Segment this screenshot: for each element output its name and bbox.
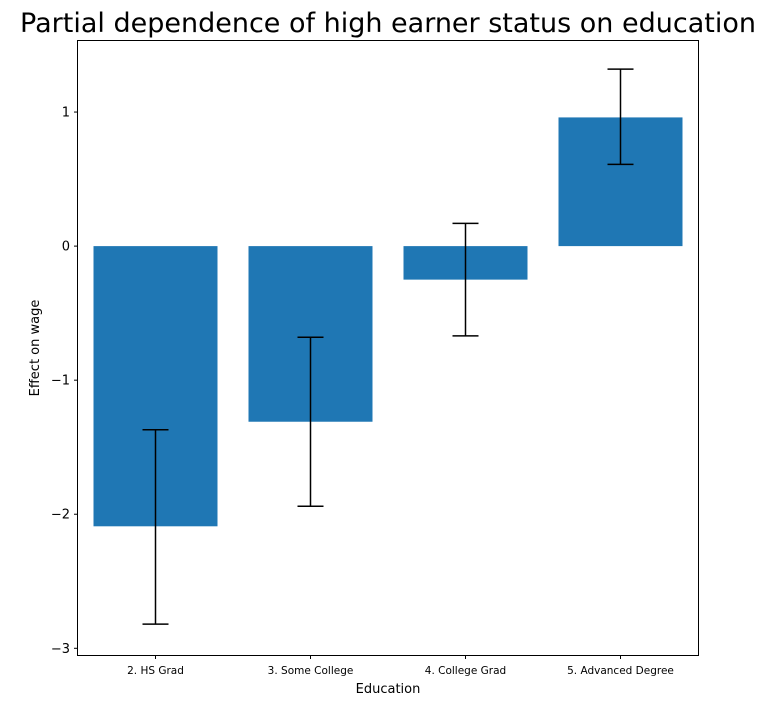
- y-tick-label-3: 0: [62, 240, 70, 255]
- y-tick-label-2: −1: [51, 374, 70, 389]
- x-tick-label-4: 5. Advanced Degree: [567, 665, 674, 677]
- y-axis-label: Effect on wage: [28, 300, 43, 397]
- y-axis: −3 −2 −1 0 1: [51, 106, 78, 657]
- x-axis-label: Education: [356, 682, 421, 697]
- x-tick-label-1: 2. HS Grad: [127, 665, 184, 677]
- chart-title: Partial dependence of high earner status…: [20, 8, 756, 39]
- x-tick-label-2: 3. Some College: [268, 665, 354, 677]
- x-tick-label-3: 4. College Grad: [425, 665, 506, 677]
- errorbars-layer: [142, 68, 634, 625]
- y-tick-label-1: −2: [51, 508, 70, 523]
- y-tick-label-0: −3: [51, 642, 70, 657]
- plot-frame: [77, 40, 699, 656]
- x-axis: 2. HS Grad 3. Some College 4. College Grad…: [127, 655, 674, 677]
- y-tick-label-4: 1: [62, 106, 70, 121]
- bars-layer: [93, 117, 683, 527]
